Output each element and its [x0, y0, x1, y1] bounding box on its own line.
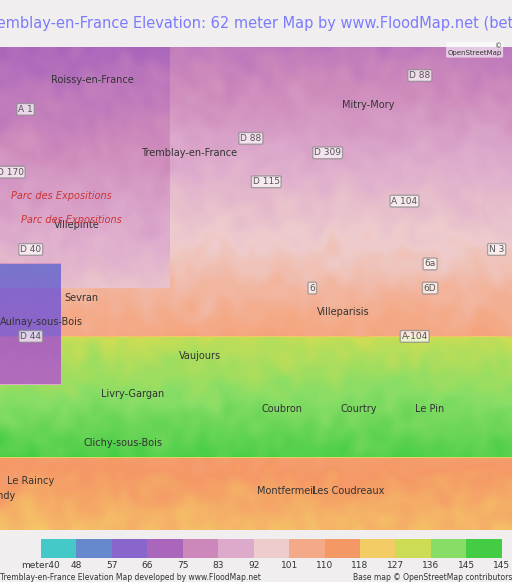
FancyBboxPatch shape — [325, 539, 360, 558]
Text: D 40: D 40 — [20, 245, 41, 254]
Text: Sevran: Sevran — [65, 293, 99, 303]
FancyBboxPatch shape — [360, 539, 395, 558]
Text: D 88: D 88 — [240, 134, 262, 143]
FancyBboxPatch shape — [289, 539, 325, 558]
Text: 66: 66 — [141, 561, 153, 570]
Text: Mitry-Mory: Mitry-Mory — [343, 100, 395, 109]
Text: D 309: D 309 — [314, 148, 341, 157]
Text: D 170: D 170 — [0, 168, 24, 177]
Text: A 104: A 104 — [391, 197, 418, 205]
Text: Parc des Expositions: Parc des Expositions — [11, 191, 112, 201]
Text: 6D: 6D — [424, 283, 436, 293]
Text: Le Pin: Le Pin — [415, 404, 445, 414]
Text: Vaujours: Vaujours — [179, 351, 221, 361]
Text: 6: 6 — [309, 283, 315, 293]
FancyBboxPatch shape — [431, 539, 466, 558]
Text: Base map © OpenStreetMap contributors: Base map © OpenStreetMap contributors — [353, 573, 512, 582]
Text: D 44: D 44 — [20, 332, 41, 341]
Text: 57: 57 — [106, 561, 118, 570]
Text: Courtry: Courtry — [340, 404, 377, 414]
Text: 136: 136 — [422, 561, 439, 570]
Text: 118: 118 — [351, 561, 369, 570]
Text: Montfermeil: Montfermeil — [258, 486, 316, 496]
Text: meter40: meter40 — [22, 561, 60, 570]
Text: 92: 92 — [248, 561, 259, 570]
Text: 48: 48 — [71, 561, 82, 570]
FancyBboxPatch shape — [183, 539, 218, 558]
Text: D 88: D 88 — [409, 71, 431, 80]
FancyBboxPatch shape — [395, 539, 431, 558]
Text: D 115: D 115 — [253, 178, 280, 186]
Text: 145: 145 — [493, 561, 510, 570]
Text: Aulnay-sous-Bois: Aulnay-sous-Bois — [0, 317, 82, 327]
Text: Roissy-en-France: Roissy-en-France — [51, 76, 134, 86]
Text: Villeparisis: Villeparisis — [317, 307, 369, 317]
Text: Clichy-sous-Bois: Clichy-sous-Bois — [83, 438, 162, 448]
Text: 145: 145 — [458, 561, 475, 570]
Text: Les Coudreaux: Les Coudreaux — [312, 486, 385, 496]
Text: 75: 75 — [177, 561, 188, 570]
Text: 83: 83 — [212, 561, 224, 570]
Text: 101: 101 — [281, 561, 297, 570]
Text: A-104: A-104 — [401, 332, 428, 341]
FancyBboxPatch shape — [466, 539, 502, 558]
Text: Tremblay-en-France Elevation Map developed by www.FloodMap.net: Tremblay-en-France Elevation Map develop… — [0, 573, 261, 582]
Text: Le Raincy: Le Raincy — [7, 476, 54, 487]
Text: Livry-Gargan: Livry-Gargan — [101, 389, 165, 399]
FancyBboxPatch shape — [41, 539, 76, 558]
FancyBboxPatch shape — [253, 539, 289, 558]
FancyBboxPatch shape — [147, 539, 183, 558]
Text: A 1: A 1 — [18, 105, 33, 114]
FancyBboxPatch shape — [76, 539, 112, 558]
Text: 127: 127 — [387, 561, 404, 570]
Text: Tremblay-en-France: Tremblay-en-France — [141, 148, 238, 158]
Text: Parc des Expositions: Parc des Expositions — [22, 215, 122, 225]
FancyBboxPatch shape — [218, 539, 253, 558]
Text: Coubron: Coubron — [261, 404, 302, 414]
Text: Villepinte: Villepinte — [54, 221, 100, 230]
FancyBboxPatch shape — [112, 539, 147, 558]
Text: ©
OpenStreetMap: © OpenStreetMap — [447, 43, 502, 56]
Text: 6a: 6a — [424, 260, 436, 268]
Text: N 3: N 3 — [489, 245, 504, 254]
Text: bondy: bondy — [0, 491, 15, 501]
Text: Tremblay-en-France Elevation: 62 meter Map by www.FloodMap.net (beta): Tremblay-en-France Elevation: 62 meter M… — [0, 16, 512, 31]
Text: 110: 110 — [316, 561, 333, 570]
